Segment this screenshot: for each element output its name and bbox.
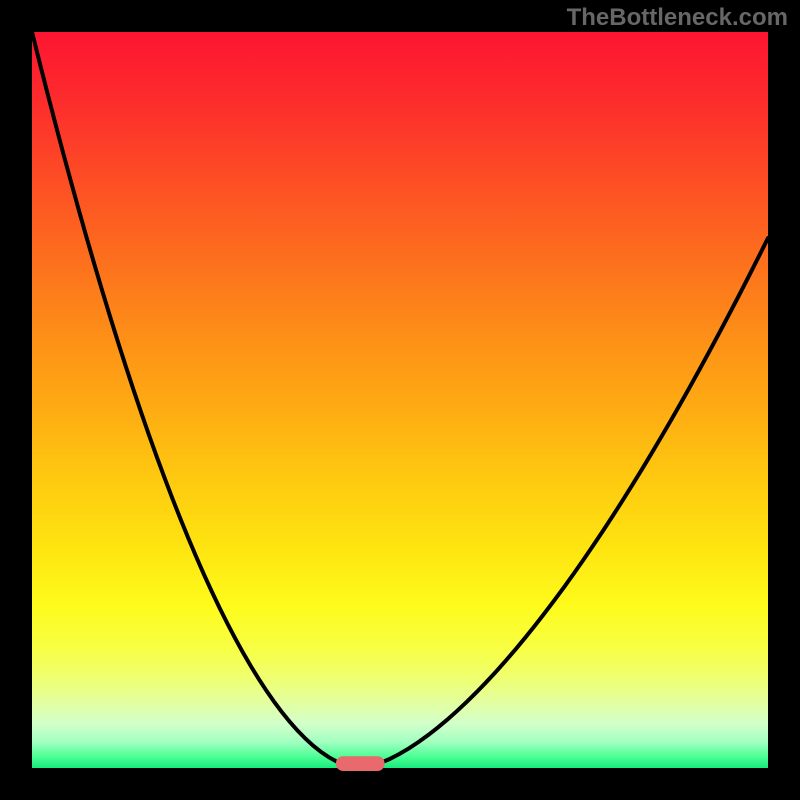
- right-curve: [360, 238, 768, 768]
- watermark-text: TheBottleneck.com: [567, 4, 788, 32]
- minimum-marker: [336, 756, 385, 771]
- outer-frame: TheBottleneck.com: [0, 0, 800, 800]
- left-curve: [32, 32, 360, 768]
- curves-svg: [0, 0, 800, 800]
